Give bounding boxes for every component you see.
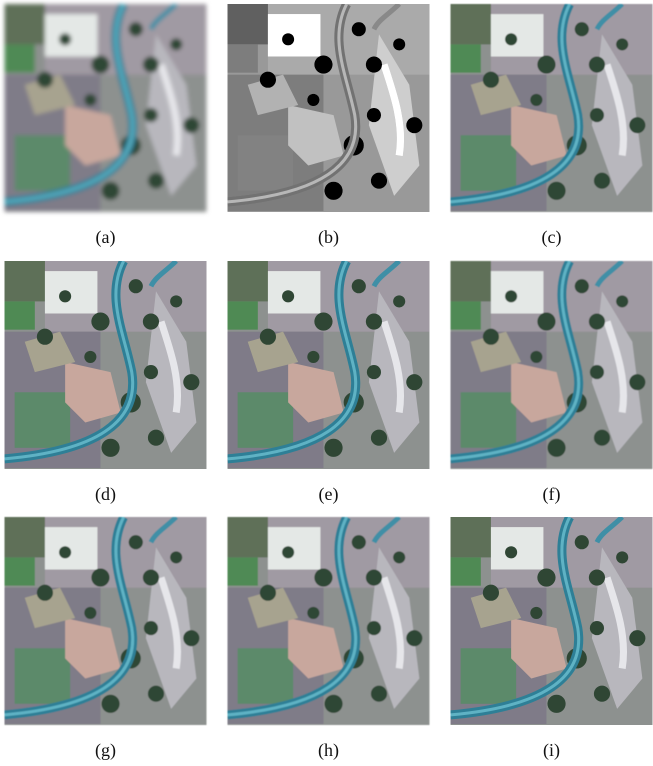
panel: (d) [5,261,207,505]
panel-caption: (i) [543,740,560,761]
satellite-image [228,261,430,469]
satellite-image [5,517,207,725]
panel-caption: (b) [318,227,339,248]
panel: (c) [451,4,653,248]
panel-caption: (f) [543,484,561,505]
panel-caption: (g) [95,740,116,761]
panel: (a) [5,4,207,248]
satellite-image [228,4,430,212]
satellite-image [451,261,653,469]
panel-caption: (d) [95,484,116,505]
panel-caption: (a) [96,227,116,248]
panel: (h) [228,517,430,761]
panel-caption: (c) [542,227,562,248]
satellite-image [5,4,207,212]
panel: (b) [228,4,430,248]
satellite-image [451,4,653,212]
satellite-image [451,517,653,725]
figure: (a) (b) (c) (d) (e) (f) (g) (h) (i) [0,0,653,766]
panel: (e) [228,261,430,505]
satellite-image [228,517,430,725]
panel-caption: (h) [318,740,339,761]
panel-caption: (e) [319,484,339,505]
panel: (f) [451,261,653,505]
panel: (i) [451,517,653,761]
page: (a)(b)(c)(d)(e)(f)(g)(h)(i) (() => { con… [0,0,653,766]
panel: (g) [5,517,207,761]
satellite-image [5,261,207,469]
